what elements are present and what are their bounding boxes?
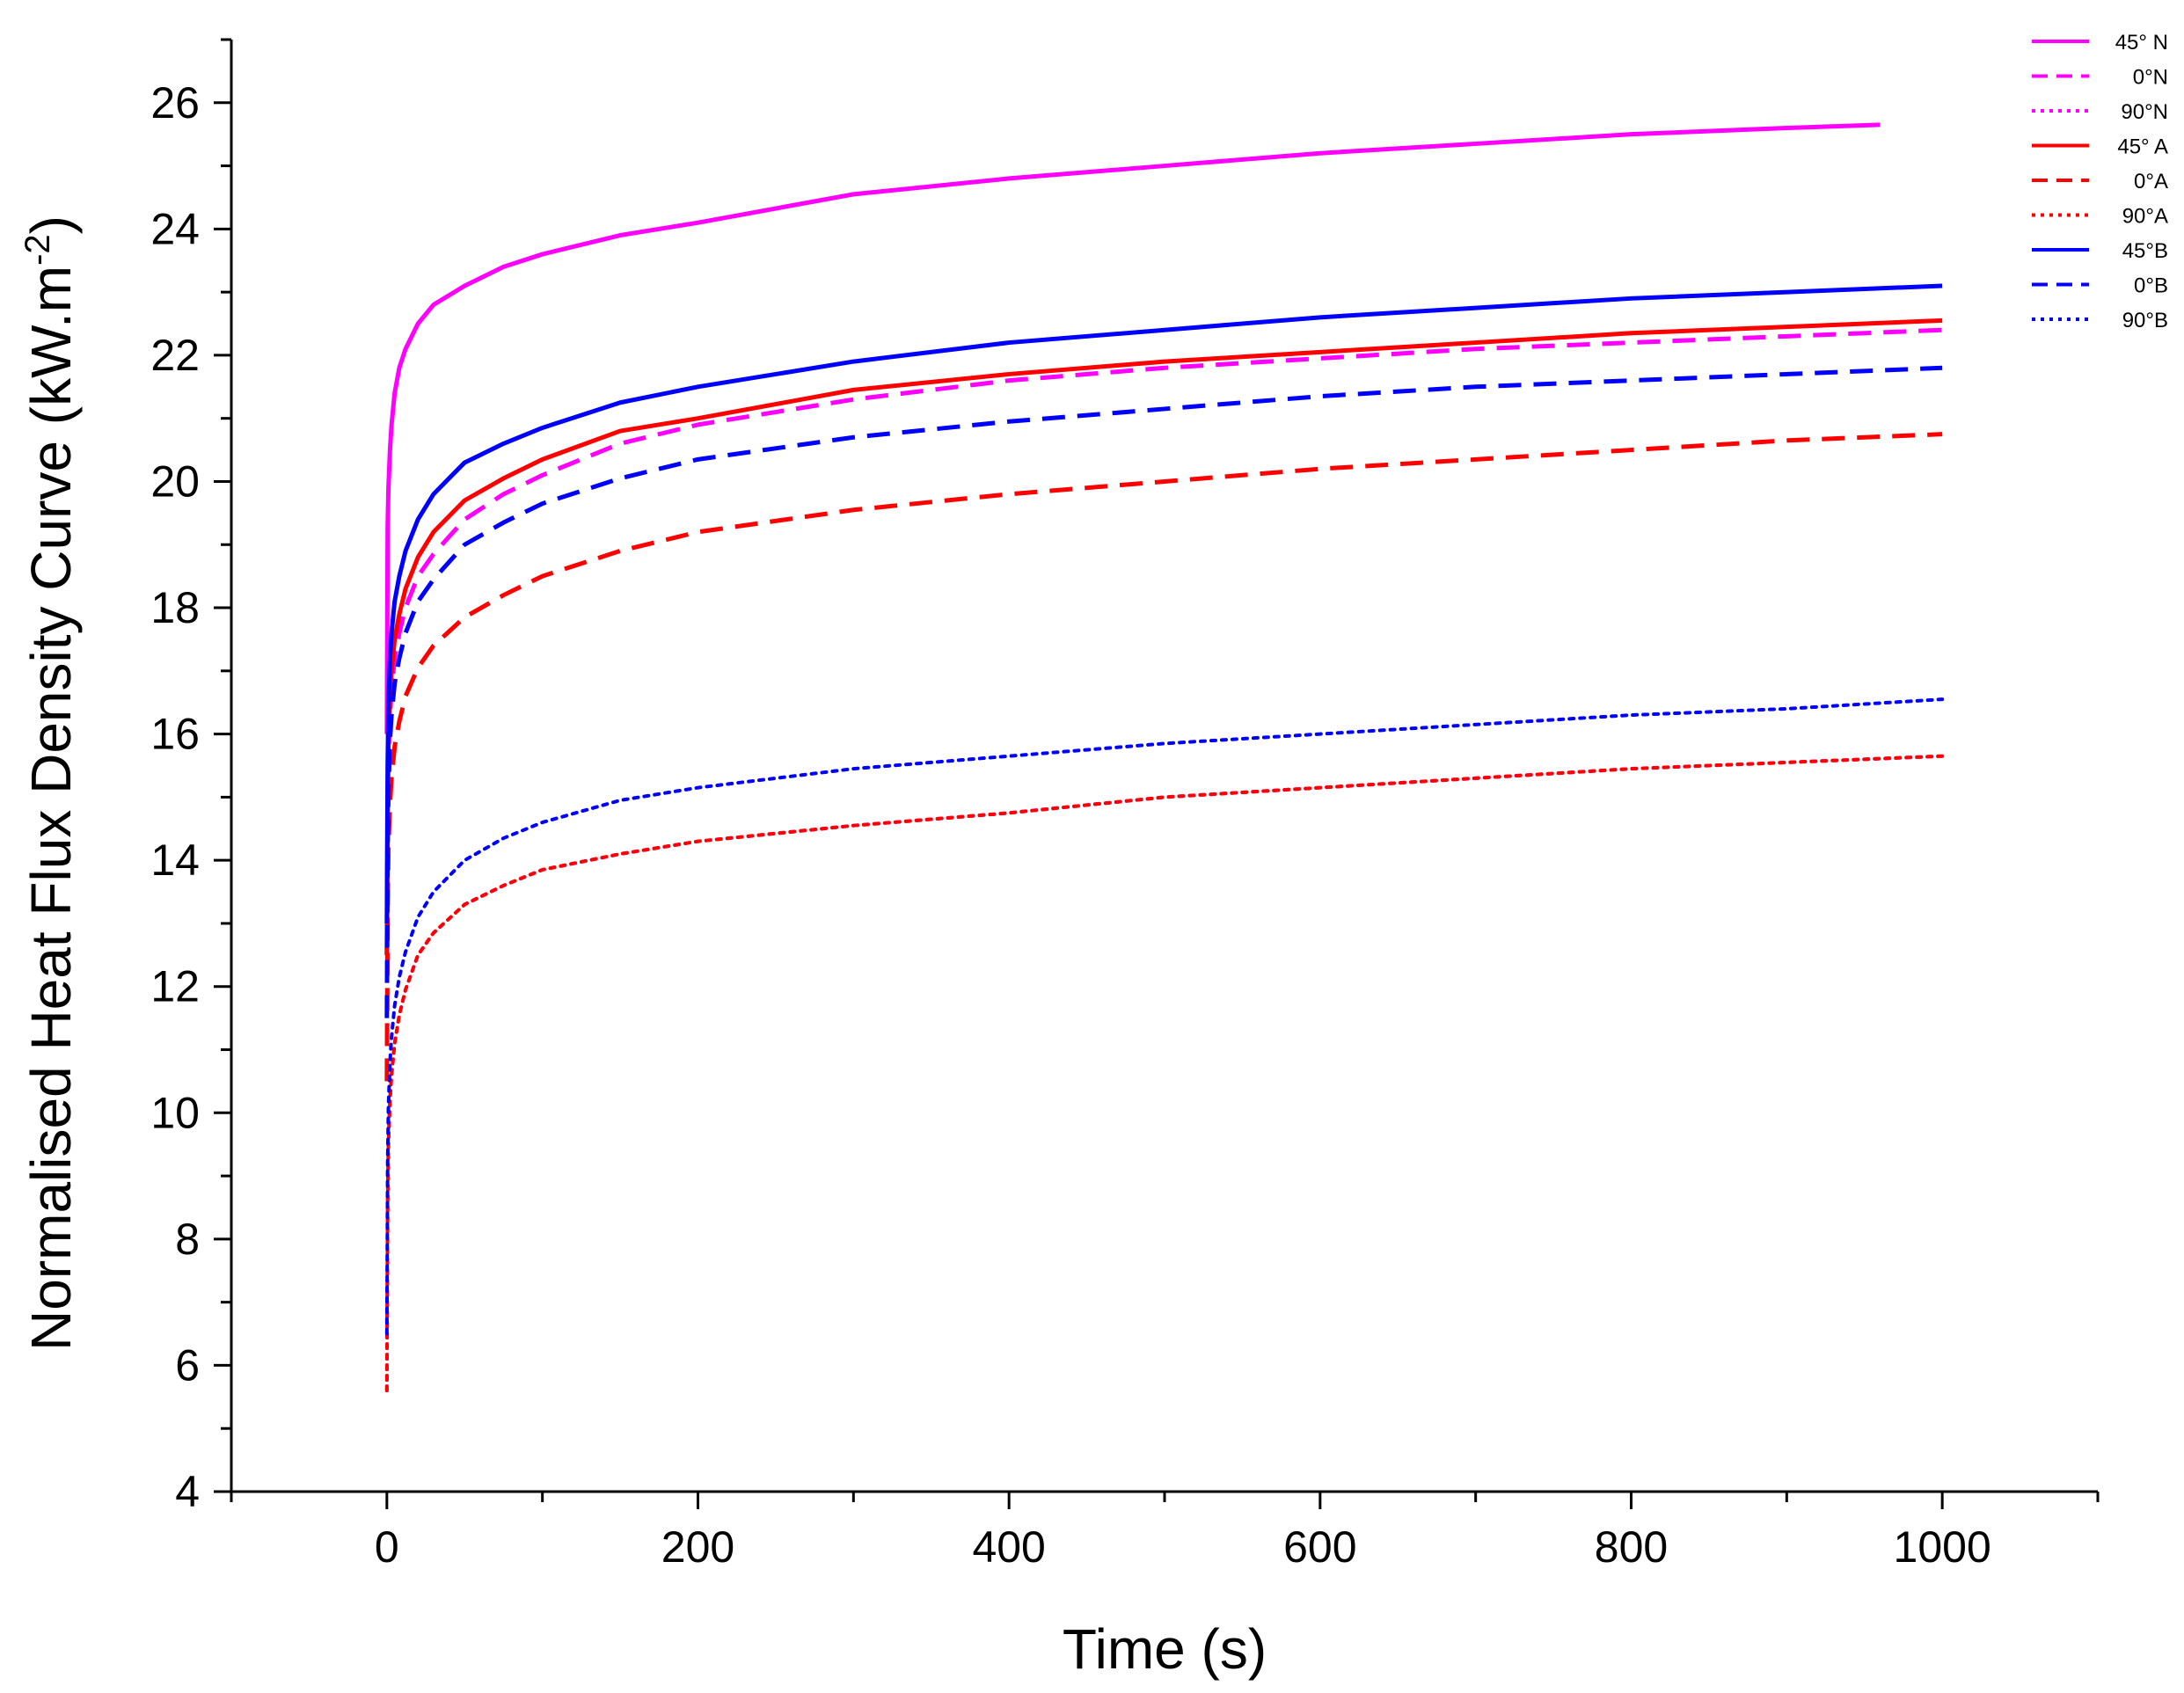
series-line: [384, 317, 1943, 955]
series-line: [384, 283, 1943, 923]
legend-label: 45°B: [2122, 239, 2168, 263]
x-tick-label: 1000: [1894, 1522, 1991, 1572]
y-axis-title-superscript: -2: [18, 234, 57, 266]
series-line: [384, 432, 1943, 1082]
legend-label: 45° A: [2117, 135, 2168, 159]
x-axis-title: Time (s): [1063, 1617, 1267, 1681]
y-ticks: 4 6 8 10 12 14 16 18 20 22 24 26: [150, 38, 231, 1516]
legend-label: 0°B: [2134, 274, 2168, 298]
series-line: [384, 365, 1943, 1018]
legend-label: 90°N: [2121, 100, 2168, 124]
series-line: [384, 327, 1943, 955]
y-tick-label: 20: [150, 456, 200, 506]
x-tick-label: 400: [972, 1522, 1045, 1572]
legend-label: 45° N: [2115, 31, 2168, 55]
series-line: [384, 754, 1945, 1393]
series-layer: [384, 122, 1945, 1393]
y-tick-label: 22: [150, 331, 200, 380]
y-tick-label: 8: [175, 1215, 200, 1264]
y-axis-title: Normalised Heat Flux Density Curve (kW.m…: [18, 215, 83, 1351]
y-tick-label: 10: [150, 1088, 200, 1137]
series-line: [384, 122, 1881, 734]
x-ticks: 0 200 400 600 800 1000: [230, 1492, 2100, 1572]
legend-label: 90°A: [2122, 205, 2168, 229]
series-line: [384, 754, 1945, 1393]
y-tick-label: 26: [150, 78, 200, 128]
legend-label: 0°N: [2133, 66, 2168, 90]
series-line: [384, 697, 1945, 1336]
legend: 45° N 0°N 90°N 45° A 0°A 90°A 45°B 0°B 90°B: [2032, 31, 2168, 332]
x-tick-label: 200: [661, 1522, 734, 1572]
x-tick-label: 600: [1283, 1522, 1356, 1572]
y-tick-label: 16: [150, 710, 200, 759]
y-tick-label: 4: [175, 1467, 200, 1516]
y-tick-label: 14: [150, 836, 200, 885]
legend-label: 90°B: [2122, 309, 2168, 332]
y-axis-title-main: Normalised Heat Flux Density Curve (kW.m: [19, 266, 83, 1351]
legend-label: 0°A: [2134, 170, 2168, 193]
y-axis-title-close: ): [19, 215, 83, 234]
y-tick-label: 24: [150, 204, 200, 253]
y-tick-label: 6: [175, 1340, 200, 1390]
y-tick-label: 18: [150, 583, 200, 632]
x-tick-label: 800: [1595, 1522, 1668, 1572]
y-tick-label: 12: [150, 962, 200, 1011]
x-tick-label: 0: [375, 1522, 399, 1572]
axes: 0 200 400 600 800 1000 4 6 8 10 12 14 16 18 20 22 24 26: [150, 38, 2100, 1572]
